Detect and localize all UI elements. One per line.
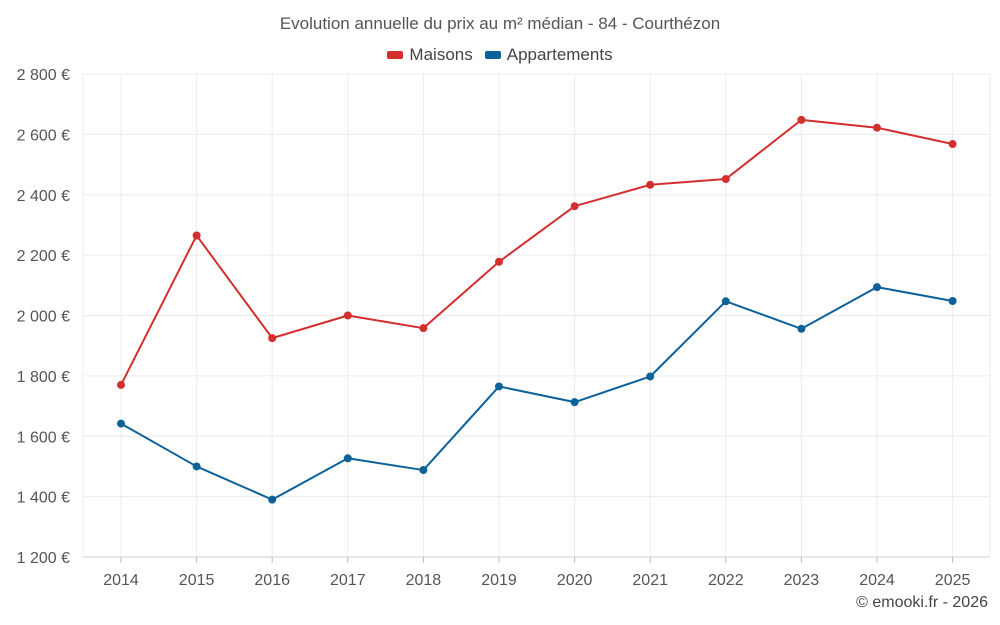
data-point-appartements [343, 454, 352, 463]
data-point-maisons [343, 311, 352, 320]
data-point-maisons [646, 180, 655, 189]
data-point-appartements [797, 324, 806, 333]
data-point-maisons [192, 231, 201, 240]
y-tick-label: 2 200 € [17, 248, 70, 265]
y-tick-label: 2 000 € [17, 309, 70, 326]
x-tick-label: 2016 [254, 572, 290, 589]
x-tick-label: 2023 [784, 572, 820, 589]
data-point-maisons [117, 380, 125, 389]
data-point-appartements [192, 462, 201, 471]
x-tick-label: 2021 [632, 572, 668, 589]
data-point-maisons [873, 123, 881, 132]
data-point-appartements [419, 466, 428, 475]
x-tick-label: 2018 [406, 572, 442, 589]
data-point-appartements [721, 297, 730, 306]
legend-swatch-appartements [484, 51, 501, 59]
x-tick-label: 2022 [708, 572, 744, 589]
legend-label-appartements: Appartements [506, 45, 613, 64]
data-point-appartements [117, 419, 125, 428]
y-tick-label: 1 800 € [17, 369, 70, 386]
chart-title: Evolution annuelle du prix au m² médian … [279, 14, 721, 33]
x-tick-label: 2017 [330, 572, 366, 589]
y-tick-label: 2 600 € [17, 127, 70, 144]
data-point-appartements [268, 495, 277, 504]
data-point-maisons [570, 202, 579, 211]
data-point-maisons [721, 175, 730, 184]
y-tick-label: 1 200 € [17, 550, 70, 567]
data-point-appartements [570, 398, 579, 407]
y-tick-label: 2 400 € [17, 188, 70, 205]
x-tick-label: 2024 [859, 572, 895, 589]
x-tick-label: 2025 [935, 572, 971, 589]
legend-swatch-maisons [387, 51, 404, 59]
data-point-maisons [419, 324, 428, 333]
y-tick-label: 1 600 € [17, 429, 70, 446]
x-tick-label: 2015 [179, 572, 215, 589]
x-tick-label: 2019 [481, 572, 517, 589]
data-point-maisons [495, 257, 503, 266]
series-line-maisons [120, 118, 953, 386]
legend-label-maisons: Maisons [409, 45, 473, 64]
y-tick-label: 1 400 € [17, 490, 70, 507]
data-point-maisons [948, 140, 957, 149]
data-point-appartements [873, 283, 881, 292]
data-point-appartements [495, 382, 503, 391]
legend-item-maisons[interactable]: Maisons [387, 45, 473, 65]
legend-item-appartements[interactable]: Appartements [484, 45, 613, 65]
credit-text: © emooki.fr - 2026 [856, 594, 988, 611]
chart-legend: Maisons Appartements [0, 45, 1000, 65]
x-tick-label: 2020 [557, 572, 593, 589]
x-tick-label: 2014 [103, 572, 139, 589]
data-point-appartements [646, 372, 655, 381]
data-point-appartements [948, 297, 957, 306]
series-line-appartements [120, 286, 953, 501]
data-point-maisons [268, 334, 277, 343]
y-tick-label: 2 800 € [17, 67, 70, 84]
data-point-maisons [797, 115, 806, 124]
